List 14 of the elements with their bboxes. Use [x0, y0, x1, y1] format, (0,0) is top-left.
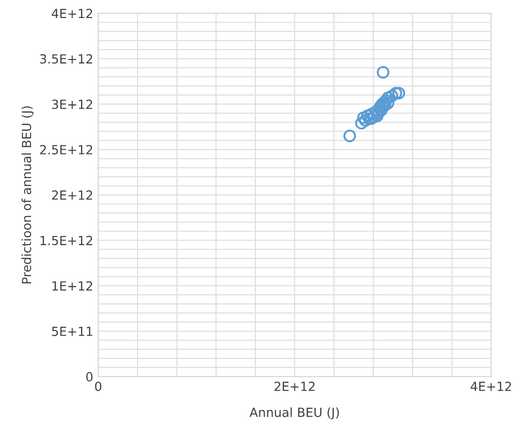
- x-tick-label: 0: [95, 382, 102, 392]
- y-tick-label: 1E+12: [52, 281, 92, 290]
- x-axis-title: Annual BEU (J): [250, 407, 339, 420]
- x-tick-label: 4E+12: [470, 382, 512, 391]
- y-tick-label: 4E+12: [52, 8, 92, 18]
- y-tick-label: 2E+12: [52, 190, 92, 200]
- y-tick-label: 3E+12: [52, 100, 92, 110]
- y-axis-title: Predictioon of annual BEU (J): [22, 106, 34, 284]
- y-tick-label: 3.5E+12: [40, 54, 92, 64]
- y-tick-label: 1.5E+12: [40, 236, 92, 246]
- y-tick-label: 2.5E+12: [40, 144, 92, 154]
- y-tick-label: 0: [86, 372, 93, 382]
- y-tick-label: 5E+11: [52, 326, 92, 336]
- x-tick-label: 2E+12: [274, 382, 315, 391]
